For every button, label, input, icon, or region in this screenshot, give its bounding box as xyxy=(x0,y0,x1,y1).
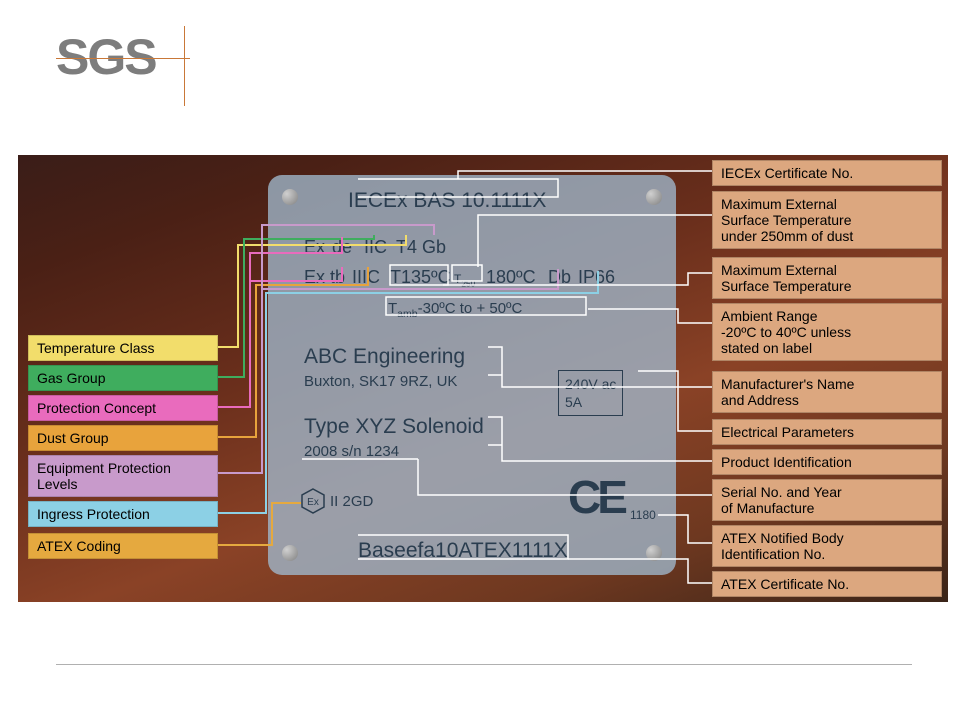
left-label-3: Dust Group xyxy=(28,425,218,451)
right-label-5: Electrical Parameters xyxy=(712,419,942,445)
right-label-7: Serial No. and Yearof Manufacture xyxy=(712,479,942,521)
logo-decor-h xyxy=(56,58,190,59)
address: Buxton, SK17 9RZ, UK xyxy=(304,373,457,390)
l3-ip66: IP66 xyxy=(578,267,615,288)
l2-iic: IIC xyxy=(364,237,387,258)
l2-ex: Ex xyxy=(304,237,325,258)
right-label-3: Ambient Range-20ºC to 40ºC unlessstated … xyxy=(712,303,942,361)
left-label-2: Protection Concept xyxy=(28,395,218,421)
elec-volts: 240V ac xyxy=(565,375,616,393)
l3-ex: Ex xyxy=(304,267,325,288)
right-label-1: Maximum ExternalSurface Temperatureunder… xyxy=(712,191,942,249)
screw-tl xyxy=(282,189,298,205)
logo-decor-v xyxy=(184,26,185,106)
right-label-9: ATEX Certificate No. xyxy=(712,571,942,597)
ce-mark: CE xyxy=(568,470,624,524)
l2-t4: T4 xyxy=(396,237,417,258)
l3-t135: T135ºC xyxy=(390,267,451,288)
left-label-6: ATEX Coding xyxy=(28,533,218,559)
l2-de: de xyxy=(332,237,352,258)
right-label-4: Manufacturer's Nameand Address xyxy=(712,371,942,413)
electrical-box: 240V ac 5A xyxy=(558,370,623,416)
atex-coding: II 2GD xyxy=(330,493,373,510)
right-label-0: IECEx Certificate No. xyxy=(712,160,942,186)
atex-hex-icon: Ex xyxy=(300,488,326,517)
left-label-5: Ingress Protection xyxy=(28,501,218,527)
screw-tr xyxy=(646,189,662,205)
iecex-cert: IECEx BAS 10.1111X xyxy=(348,189,546,213)
product: Type XYZ Solenoid xyxy=(304,415,484,439)
serial: 2008 s/n 1234 xyxy=(304,443,399,460)
ce-nb: 1180 xyxy=(630,508,656,522)
svg-text:Ex: Ex xyxy=(307,497,319,508)
diagram-area: Temperature Class Gas Group Protection Con… xyxy=(18,155,948,602)
l3-t250: T250 xyxy=(454,272,475,288)
footer-rule xyxy=(56,664,912,665)
sgs-logo: SGS xyxy=(56,28,156,86)
l3-db: Db xyxy=(548,267,571,288)
l3-180: 180ºC xyxy=(486,267,536,288)
company: ABC Engineering xyxy=(304,345,465,369)
l3-tb: tb xyxy=(330,267,345,288)
left-label-4: Equipment ProtectionLevels xyxy=(28,455,218,497)
left-label-1: Gas Group xyxy=(28,365,218,391)
tamb: Tamb-30ºC to + 50ºC xyxy=(388,300,522,320)
screw-bl xyxy=(282,545,298,561)
nameplate: IECEx BAS 10.1111X Ex de IIC T4 Gb Ex tb… xyxy=(268,175,676,575)
screw-br xyxy=(646,545,662,561)
l2-gb: Gb xyxy=(422,237,446,258)
atex-cert: Baseefa10ATEX1111X xyxy=(358,539,568,563)
left-label-0: Temperature Class xyxy=(28,335,218,361)
elec-amps: 5A xyxy=(565,393,616,411)
right-label-2: Maximum ExternalSurface Temperature xyxy=(712,257,942,299)
right-label-6: Product Identification xyxy=(712,449,942,475)
right-label-8: ATEX Notified BodyIdentification No. xyxy=(712,525,942,567)
l3-iiic: IIIC xyxy=(352,267,380,288)
